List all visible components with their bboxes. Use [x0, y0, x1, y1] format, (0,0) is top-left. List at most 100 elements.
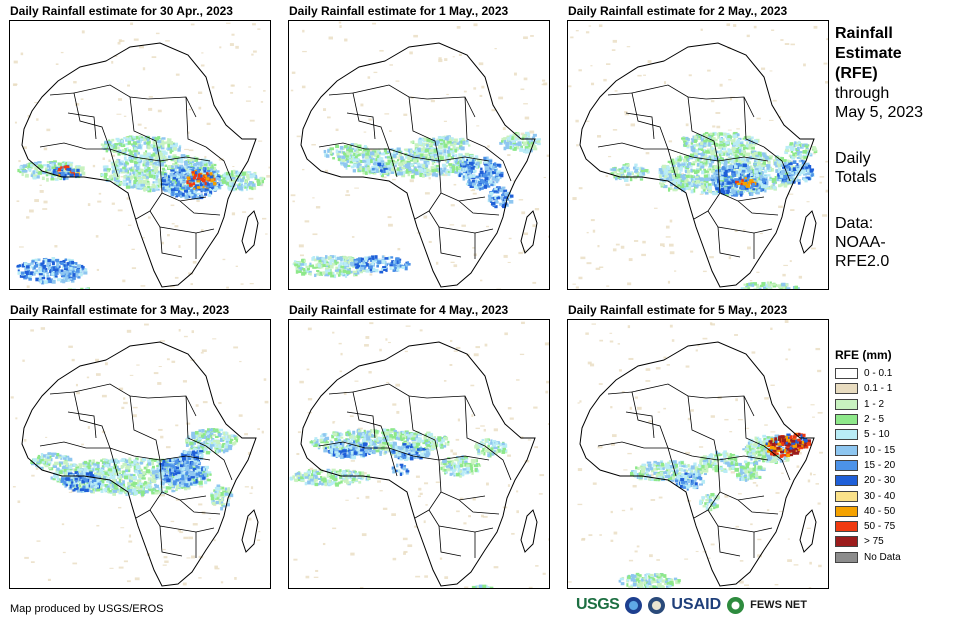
country-border	[135, 210, 151, 220]
rainfall-field	[290, 21, 549, 289]
country-border	[408, 395, 440, 461]
usgs-logo: USGS	[576, 596, 620, 613]
country-border	[484, 445, 512, 481]
legend-item: 5 - 10	[835, 427, 901, 442]
legend-swatch	[835, 475, 858, 487]
africa-coastline	[579, 42, 815, 288]
country-border	[631, 84, 707, 100]
country-border	[687, 96, 719, 162]
country-border	[205, 146, 233, 182]
legend-swatch	[835, 368, 858, 380]
state-seal-icon	[648, 596, 666, 614]
legend-swatch	[835, 521, 858, 533]
rainfall-field	[10, 323, 270, 588]
country-border	[667, 447, 677, 477]
fews-logo: FEWS NET	[750, 599, 807, 611]
through-date: May 5, 2023	[835, 104, 924, 121]
legend-label: 40 - 50	[864, 505, 896, 517]
country-border	[67, 411, 97, 439]
madagascar-outline	[520, 210, 538, 254]
country-border	[438, 160, 486, 202]
country-border	[631, 383, 707, 399]
country-border	[464, 395, 486, 447]
noaa-seal-icon	[625, 596, 643, 614]
country-border	[147, 96, 197, 118]
rainfall-panel-1: Daily Rainfall estimate for 30 Apr., 202…	[9, 4, 271, 290]
country-border	[687, 395, 719, 461]
country-border	[318, 441, 490, 461]
country-border	[129, 96, 161, 162]
legend-item: 50 - 75	[835, 519, 901, 534]
madagascar-outline	[799, 210, 817, 254]
country-border	[185, 96, 207, 148]
country-border	[109, 148, 119, 178]
country-border	[607, 92, 669, 150]
country-border	[597, 142, 769, 162]
country-border	[458, 200, 500, 216]
legend-label: 0.1 - 1	[864, 383, 893, 395]
legend-label: > 75	[864, 536, 884, 548]
country-border	[328, 391, 390, 449]
country-border	[743, 96, 765, 148]
country-border	[484, 146, 512, 182]
country-border	[763, 445, 791, 481]
country-border	[328, 92, 390, 150]
legend-swatch	[835, 490, 858, 502]
fews-globe-icon	[727, 596, 745, 614]
country-border	[346, 411, 376, 439]
country-border	[707, 192, 773, 234]
country-border	[625, 112, 655, 140]
legend-swatch	[835, 398, 858, 410]
legend-swatch	[835, 383, 858, 395]
rainfall-panel-6: Daily Rainfall estimate for 5 May., 2023	[567, 303, 829, 589]
country-border	[73, 383, 149, 399]
panel-title: Daily Rainfall estimate for 5 May., 2023	[568, 303, 788, 317]
country-border	[179, 200, 221, 216]
country-border	[388, 148, 398, 178]
country-border	[135, 509, 151, 519]
country-border	[39, 142, 211, 162]
legend-swatch	[835, 551, 858, 563]
legend-swatch	[835, 429, 858, 441]
country-border	[67, 112, 97, 140]
country-border	[147, 395, 197, 417]
legend-label: 30 - 40	[864, 490, 896, 502]
legend-item: > 75	[835, 534, 901, 549]
africa-coastline	[579, 341, 815, 587]
rainfall-map	[9, 20, 271, 290]
country-border	[129, 395, 161, 461]
country-border	[717, 525, 741, 557]
country-border	[737, 499, 779, 515]
legend-item: No Data	[835, 550, 901, 565]
country-border	[149, 192, 215, 234]
legend-item: 30 - 40	[835, 488, 901, 503]
data-source-line: NOAA-	[835, 234, 886, 251]
legend-label: 10 - 15	[864, 444, 896, 456]
africa-coastline	[300, 42, 536, 288]
rainfall-map	[9, 319, 271, 589]
country-border	[49, 391, 111, 449]
legend-swatch	[835, 414, 858, 426]
country-border	[428, 192, 494, 234]
heading-line: Rainfall	[835, 25, 893, 42]
country-border	[426, 395, 476, 417]
legend-item: 0 - 0.1	[835, 366, 901, 381]
country-border	[159, 160, 207, 202]
country-border	[109, 447, 119, 477]
legend-label: 15 - 20	[864, 459, 896, 471]
country-border	[693, 509, 709, 519]
legend-swatch	[835, 536, 858, 548]
rainfall-panel-2: Daily Rainfall estimate for 1 May., 2023	[288, 4, 550, 290]
country-border	[318, 142, 490, 162]
country-border	[39, 441, 211, 461]
totals-line: Totals	[835, 169, 877, 186]
legend-item: 2 - 5	[835, 412, 901, 427]
panel-title: Daily Rainfall estimate for 3 May., 2023	[10, 303, 230, 317]
legend-label: 1 - 2	[864, 398, 885, 410]
data-source-line: Data:	[835, 215, 874, 232]
legend-item: 15 - 20	[835, 458, 901, 473]
country-border	[159, 525, 183, 557]
country-border	[597, 441, 769, 461]
country-border	[438, 226, 462, 258]
legend-item: 0.1 - 1	[835, 381, 901, 396]
